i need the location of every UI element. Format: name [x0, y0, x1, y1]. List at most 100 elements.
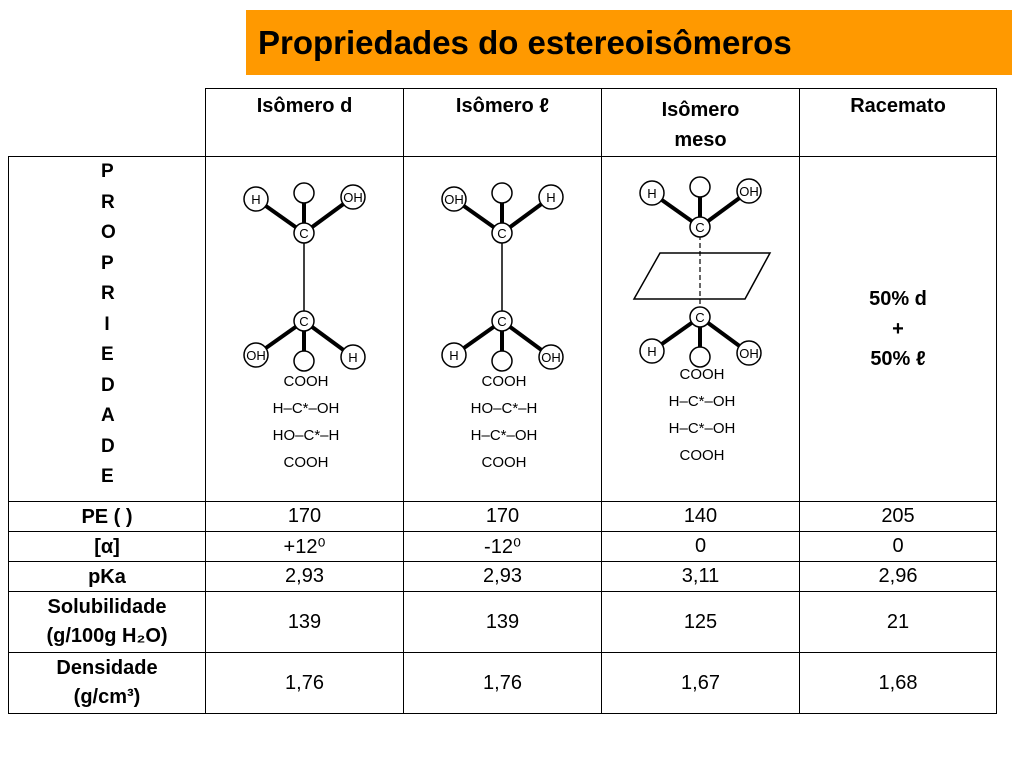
structure-cell: H OH C H OH C COOH H–C*–OH H–C*–OH COOH	[601, 156, 800, 502]
atom	[293, 182, 315, 204]
carbon-label: C	[695, 310, 704, 325]
cell-value: 170	[403, 501, 602, 532]
atom-label: H	[348, 350, 357, 365]
vertical-label: PROPRIEDADE	[101, 161, 116, 487]
cell-value: 2,96	[799, 561, 997, 592]
fischer-line: COOH	[680, 366, 725, 383]
carbon-label: C	[497, 314, 506, 329]
column-header: Racemato	[799, 88, 997, 157]
fischer-line: HO–C*–H	[273, 427, 340, 444]
atom	[538, 344, 564, 370]
carbon-label: C	[497, 226, 506, 241]
carbon-atom	[689, 216, 711, 238]
row-label: PROPRIEDADE	[8, 156, 206, 502]
atom	[340, 344, 366, 370]
fischer-line: H–C*–OH	[471, 427, 538, 444]
header-row: Isômero d Isômero ℓ Isômero meso Racemat…	[8, 88, 997, 157]
slide-title: Propriedades do estereoisômeros	[246, 10, 1012, 75]
fischer-line: COOH	[482, 373, 527, 390]
cell-value: 1,76	[205, 652, 404, 714]
carbon-atom	[293, 310, 315, 332]
cell-value: 1,76	[403, 652, 602, 714]
carbon-atom	[689, 306, 711, 328]
cell-value: -12⁰	[403, 531, 602, 562]
row-label-line: Solubilidade	[47, 596, 167, 618]
atom	[538, 184, 564, 210]
row-label-line: pKa	[88, 565, 126, 588]
atom	[736, 178, 762, 204]
atom-label: OH	[343, 190, 363, 205]
racemate-line: 50% d	[869, 288, 927, 310]
data-row: Solubilidade (g/100g H₂O) 139 139 125 21	[8, 591, 997, 653]
atom-label: OH	[444, 192, 464, 207]
fischer-line: COOH	[284, 373, 329, 390]
structure-row: PROPRIEDADE H OH C OH H C COOH H–C*–OH HO–C*–H CO…	[8, 156, 997, 502]
cell-value: 170	[205, 501, 404, 532]
data-row: pKa 2,93 2,93 3,11 2,96	[8, 561, 997, 592]
cell-value: 21	[799, 591, 997, 653]
cell-value: 139	[403, 591, 602, 653]
cell-value: 205	[799, 501, 997, 532]
atom	[243, 342, 269, 368]
row-label-line: Densidade	[56, 657, 158, 679]
carbon-atom	[293, 222, 315, 244]
atom	[441, 342, 467, 368]
fischer-line: HO–C*–H	[471, 400, 538, 417]
atom	[340, 184, 366, 210]
cell-value: 1,67	[601, 652, 800, 714]
atom-label: H	[647, 344, 656, 359]
column-header: Isômero meso	[601, 88, 800, 157]
racemate-cell: 50% d +50% ℓ	[799, 156, 997, 502]
fischer-line: H–C*–OH	[669, 420, 736, 437]
structure-cell: H OH C OH H C COOH H–C*–OH HO–C*–H COOH	[205, 156, 404, 502]
fischer-line: H–C*–OH	[273, 400, 340, 417]
carbon-atom	[491, 222, 513, 244]
atom	[689, 176, 711, 198]
fischer-line: COOH	[680, 447, 725, 464]
atom-label: OH	[739, 184, 759, 199]
molecule: OH H C H OH C COOH HO–C*–H H–C*–OH COOH	[441, 182, 564, 471]
mirror-plane	[632, 252, 772, 300]
column-header: Isômero ℓ	[403, 88, 602, 157]
atom-label: H	[647, 186, 656, 201]
row-label: Densidade (g/cm³)	[8, 652, 206, 714]
data-row: [α] +12⁰ -12⁰ 0 0	[8, 531, 997, 562]
cell-value: 0	[601, 531, 800, 562]
atom-label: OH	[246, 348, 266, 363]
carbon-label: C	[299, 314, 308, 329]
carbon-label: C	[695, 220, 704, 235]
molecule: H OH C H OH C COOH H–C*–OH H–C*–OH COOH	[632, 176, 772, 464]
atom	[491, 350, 513, 372]
fischer-line: H–C*–OH	[669, 393, 736, 410]
atom	[689, 346, 711, 368]
column-header: Isômero d	[205, 88, 404, 157]
racemate-line: +	[892, 318, 904, 340]
row-label-line: PE ( )	[81, 505, 133, 528]
cell-value: 125	[601, 591, 800, 653]
atom	[639, 180, 665, 206]
atom-label: H	[449, 348, 458, 363]
carbon-atom	[491, 310, 513, 332]
racemate-line: 50% ℓ	[870, 348, 926, 370]
cell-value: 140	[601, 501, 800, 532]
atom	[491, 182, 513, 204]
atom	[243, 186, 269, 212]
atom	[736, 340, 762, 366]
cell-value: 2,93	[403, 561, 602, 592]
carbon-label: C	[299, 226, 308, 241]
row-label-line: (g/100g H₂O)	[46, 625, 168, 647]
cell-value: 0	[799, 531, 997, 562]
cell-value: 3,11	[601, 561, 800, 592]
column-header-text: Isômero meso	[661, 99, 740, 151]
fischer-line: COOH	[284, 454, 329, 471]
atom	[441, 186, 467, 212]
properties-table: Isômero d Isômero ℓ Isômero meso Racemat…	[8, 88, 997, 714]
fischer-line: COOH	[482, 454, 527, 471]
cell-value: 139	[205, 591, 404, 653]
row-label: pKa	[8, 561, 206, 592]
atom	[639, 338, 665, 364]
data-row: Densidade (g/cm³) 1,76 1,76 1,67 1,68	[8, 652, 997, 714]
row-label-line: [α]	[94, 535, 120, 558]
atom-label: H	[251, 192, 260, 207]
